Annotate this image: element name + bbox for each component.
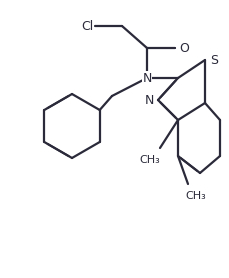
Text: O: O <box>178 41 188 54</box>
Text: CH₃: CH₃ <box>139 155 160 165</box>
Text: S: S <box>209 53 217 66</box>
Text: N: N <box>142 71 151 85</box>
Text: CH₃: CH₃ <box>185 191 205 201</box>
Text: N: N <box>144 93 153 106</box>
Text: Cl: Cl <box>81 19 93 33</box>
